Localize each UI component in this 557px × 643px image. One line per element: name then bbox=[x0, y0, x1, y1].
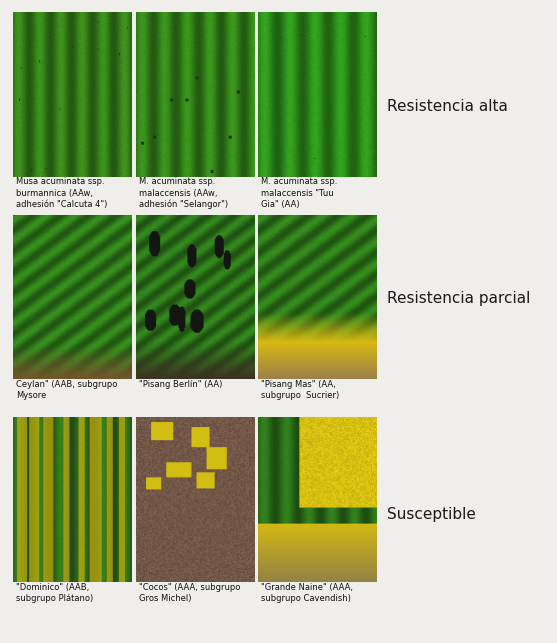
Text: Musa acuminata ssp.
burmannica (AAw,
adhesión "Calcuta 4"): Musa acuminata ssp. burmannica (AAw, adh… bbox=[16, 177, 108, 209]
Text: "Grande Naine" (AAA,
subgrupo Cavendish): "Grande Naine" (AAA, subgrupo Cavendish) bbox=[261, 583, 353, 602]
Text: "Dominico" (AAB,
subgrupo Plátano): "Dominico" (AAB, subgrupo Plátano) bbox=[16, 583, 93, 602]
Text: Resistencia alta: Resistencia alta bbox=[387, 98, 508, 114]
Text: "Pisang Berlín" (AA): "Pisang Berlín" (AA) bbox=[139, 380, 222, 389]
Text: Resistencia parcial: Resistencia parcial bbox=[387, 291, 530, 307]
Text: "Pisang Mas" (AA,
subgrupo  Sucrier): "Pisang Mas" (AA, subgrupo Sucrier) bbox=[261, 380, 339, 400]
Text: Ceylan" (AAB, subgrupo
Mysore: Ceylan" (AAB, subgrupo Mysore bbox=[16, 380, 118, 400]
Text: M. acuminata ssp.
malaccensis (AAw,
adhesión "Selangor"): M. acuminata ssp. malaccensis (AAw, adhe… bbox=[139, 177, 228, 210]
Text: Susceptible: Susceptible bbox=[387, 507, 476, 522]
Text: "Cocos" (AAA, subgrupo
Gros Michel): "Cocos" (AAA, subgrupo Gros Michel) bbox=[139, 583, 240, 602]
Text: M. acuminata ssp.
malaccensis "Tuu
Gia" (AA): M. acuminata ssp. malaccensis "Tuu Gia" … bbox=[261, 177, 338, 209]
